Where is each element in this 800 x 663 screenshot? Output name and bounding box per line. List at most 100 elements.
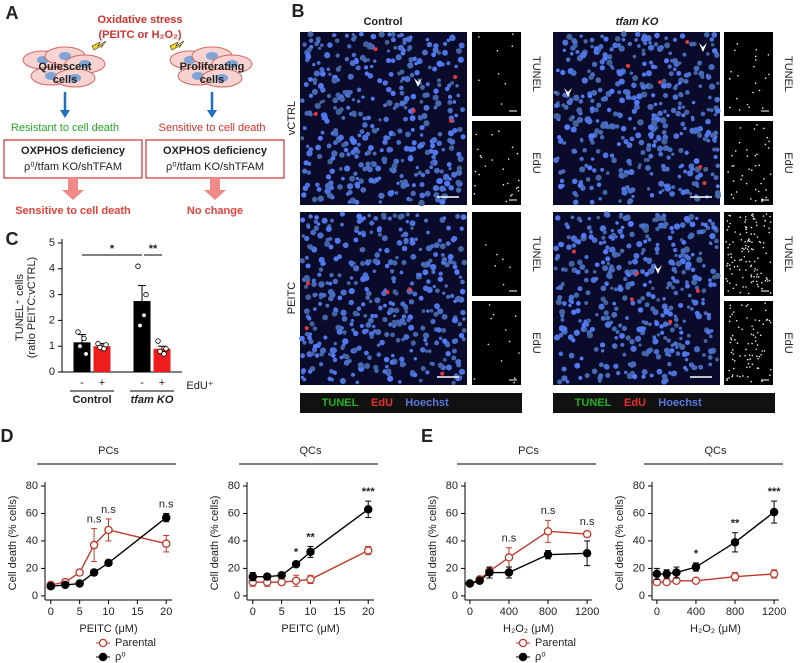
nucleus <box>340 289 347 296</box>
legend-text: TUNEL <box>575 397 612 409</box>
nucleus <box>701 297 705 302</box>
nucleus <box>349 60 356 67</box>
signal-dot <box>765 189 767 191</box>
nucleus <box>378 192 385 199</box>
nucleus <box>329 291 336 298</box>
edu-nucleus <box>658 80 663 85</box>
signal-dot <box>746 366 748 369</box>
data-point <box>141 312 147 318</box>
nucleus <box>709 108 714 113</box>
data-point <box>155 338 161 344</box>
nucleus <box>399 32 404 38</box>
nucleus <box>617 286 624 293</box>
signal-dot <box>505 200 508 203</box>
nucleus <box>665 82 672 89</box>
signal-dot <box>741 250 743 253</box>
signal-dot <box>762 323 765 326</box>
nucleus <box>414 237 418 242</box>
signal-dot <box>769 173 772 175</box>
nucleus <box>640 35 648 43</box>
nucleus <box>627 260 633 265</box>
nucleus <box>381 235 388 242</box>
nucleus <box>344 361 349 365</box>
nucleus <box>312 62 316 67</box>
signal-dot <box>766 280 769 283</box>
nucleus <box>606 261 611 266</box>
legend-text: EdU <box>371 397 393 409</box>
nucleus <box>316 61 321 65</box>
nucleus <box>387 32 392 37</box>
nucleus <box>372 151 377 156</box>
signal-dot <box>760 272 762 275</box>
nucleus <box>689 41 695 47</box>
nucleus <box>595 119 600 123</box>
nucleus <box>679 344 686 350</box>
nucleus <box>447 254 454 260</box>
signal-dot <box>736 342 739 345</box>
nucleus <box>598 362 604 368</box>
nucleus <box>673 270 678 274</box>
nucleus <box>313 225 319 231</box>
nucleus <box>380 212 387 219</box>
nucleus <box>409 348 414 353</box>
signal-dot <box>750 226 753 229</box>
nucleus <box>641 91 648 98</box>
signal-dot <box>769 292 772 294</box>
nucleus <box>553 157 559 162</box>
signal-dot <box>500 360 503 362</box>
nucleus <box>347 73 354 80</box>
nucleus <box>397 213 404 220</box>
nucleus <box>708 348 714 355</box>
nucleus <box>623 277 628 282</box>
nucleus <box>662 92 669 99</box>
nucleus <box>671 58 679 65</box>
x-axis-label: H₂O₂ (μM) <box>690 623 741 635</box>
legend-text: Hoechst <box>658 397 702 409</box>
signal-dot <box>735 97 738 100</box>
nucleus <box>341 115 346 120</box>
nucleus <box>317 232 324 239</box>
nucleus <box>702 264 706 268</box>
nucleus <box>573 94 580 101</box>
signal-dot <box>753 128 756 130</box>
marker <box>89 540 99 550</box>
nucleus <box>648 124 655 131</box>
panel-label: D <box>1 426 14 446</box>
nucleus-icon <box>45 72 57 80</box>
signal-dot <box>738 269 741 271</box>
signal-dot <box>756 367 759 369</box>
signal-dot <box>517 186 520 189</box>
signal-dot <box>768 227 770 230</box>
nucleus <box>307 316 312 321</box>
nucleus <box>420 325 426 331</box>
nucleus <box>310 351 315 357</box>
signal-dot <box>741 328 744 331</box>
nucleus <box>328 72 332 76</box>
signal-dot <box>751 214 753 217</box>
signal-dot <box>741 247 744 250</box>
cell-label: Proliferating <box>180 61 245 73</box>
nucleus <box>713 154 718 160</box>
nucleus <box>656 368 663 375</box>
nucleus <box>655 226 660 232</box>
nucleus <box>346 105 351 110</box>
nucleus <box>687 305 691 309</box>
nucleus <box>301 192 307 198</box>
signal-dot <box>768 319 771 322</box>
channel-label: TUNEL <box>782 56 794 92</box>
y-tick-label: 80 <box>228 480 240 492</box>
signal-dot <box>729 268 731 270</box>
nucleus <box>458 368 466 375</box>
nucleus <box>708 278 712 282</box>
nucleus <box>357 142 361 147</box>
signal-dot <box>745 348 747 351</box>
nucleus <box>355 65 361 71</box>
nucleus <box>334 38 340 43</box>
channel-label: TUNEL <box>530 56 542 92</box>
nucleus <box>433 242 440 249</box>
nucleus <box>620 342 625 347</box>
nucleus <box>590 44 594 49</box>
signal-dot <box>744 244 747 247</box>
nucleus <box>633 253 640 259</box>
signal-dot <box>488 304 491 306</box>
